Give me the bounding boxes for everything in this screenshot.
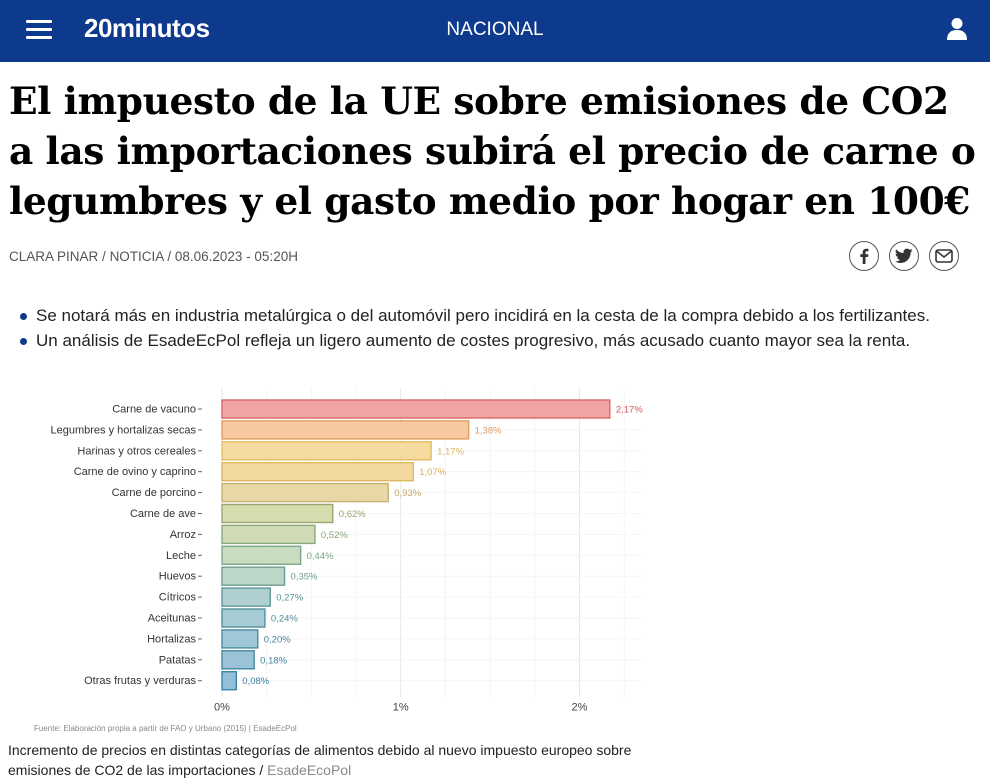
data-label: 0,18%	[260, 655, 287, 666]
caption-credit: EsadeEcoPol	[267, 762, 352, 778]
bar	[221, 503, 334, 524]
chart-source: Fuente: Elaboración propia a partir de F…	[34, 724, 297, 733]
chart-figure: Carne de vacuno 2,17% Legumbres y hortaliz…	[0, 380, 650, 740]
category-label: Carne de ave	[130, 508, 196, 520]
bar	[221, 650, 255, 670]
data-label: 0,62%	[339, 509, 366, 520]
data-label: 0,27%	[276, 593, 303, 604]
x-tick-label: 1%	[393, 702, 409, 714]
data-label: 0,20%	[264, 634, 291, 645]
bar	[221, 399, 611, 419]
category-label: Legumbres y hortalizas secas	[50, 424, 196, 436]
article-byline: CLARA PINAR / NOTICIA / 08.06.2023 - 05:…	[9, 249, 298, 264]
category-label: Huevos	[159, 571, 197, 583]
data-label: 0,24%	[271, 614, 298, 625]
category-label: Leche	[166, 550, 196, 562]
article-summary: Se notará más en industria metalúrgica o…	[20, 303, 985, 353]
data-label: 0,08%	[242, 676, 269, 687]
category-label: Patatas	[159, 654, 197, 666]
hamburger-menu-icon[interactable]	[26, 20, 52, 40]
section-nav: NACIONAL	[0, 19, 990, 41]
facebook-icon[interactable]	[849, 241, 879, 271]
category-label: Harinas y otros cereales	[77, 445, 196, 457]
data-label: 1,17%	[437, 446, 464, 457]
top-navbar: 20minutos NACIONAL	[0, 0, 990, 62]
data-label: 0,93%	[394, 488, 421, 499]
bar	[221, 587, 271, 607]
x-tick-label: 0%	[214, 702, 230, 714]
data-label: 0,52%	[321, 530, 348, 541]
category-label: Arroz	[170, 529, 196, 541]
data-label: 1,38%	[475, 425, 502, 436]
price-increase-bar-chart: Carne de vacuno 2,17% Legumbres y hortaliz…	[34, 388, 643, 733]
summary-item: Se notará más en industria metalúrgica o…	[20, 303, 985, 328]
bar	[221, 441, 432, 461]
category-label: Carne de porcino	[112, 487, 196, 499]
x-tick-label: 2%	[571, 702, 587, 714]
article-date: 08.06.2023 - 05:20H	[174, 249, 298, 264]
bar	[221, 608, 266, 628]
share-buttons	[849, 241, 959, 271]
category-label: Aceitunas	[148, 613, 197, 625]
bar	[221, 671, 237, 691]
article-headline: El impuesto de la UE sobre emisiones de …	[9, 79, 976, 223]
email-icon[interactable]	[929, 241, 959, 271]
caption-text: Incremento de precios en distintas categ…	[8, 742, 632, 778]
user-account-icon[interactable]	[946, 17, 968, 43]
summary-item: Un análisis de EsadeEcPol refleja un lig…	[20, 328, 985, 353]
section-link-nacional[interactable]: NACIONAL	[446, 19, 544, 40]
category-label: Carne de vacuno	[112, 404, 196, 416]
article-type: NOTICIA	[109, 249, 164, 264]
bar	[221, 482, 389, 503]
category-label: Carne de ovino y caprino	[74, 466, 196, 478]
twitter-icon[interactable]	[889, 241, 919, 271]
image-caption: Incremento de precios en distintas categ…	[8, 740, 648, 780]
bar	[221, 524, 316, 545]
caption-separator: /	[259, 762, 264, 778]
author-link[interactable]: CLARA PINAR	[9, 249, 99, 264]
bar	[221, 420, 470, 440]
bar	[221, 545, 302, 566]
bar	[221, 629, 259, 649]
category-label: Otras frutas y verduras	[84, 675, 196, 687]
category-label: Cítricos	[159, 592, 197, 604]
category-label: Hortalizas	[147, 633, 196, 645]
site-logo[interactable]: 20minutos	[84, 13, 210, 43]
data-label: 0,44%	[307, 551, 334, 562]
bar	[221, 566, 286, 586]
data-label: 2,17%	[616, 405, 643, 416]
data-label: 1,07%	[419, 467, 446, 478]
data-label: 0,35%	[291, 572, 318, 583]
bar	[221, 461, 414, 482]
